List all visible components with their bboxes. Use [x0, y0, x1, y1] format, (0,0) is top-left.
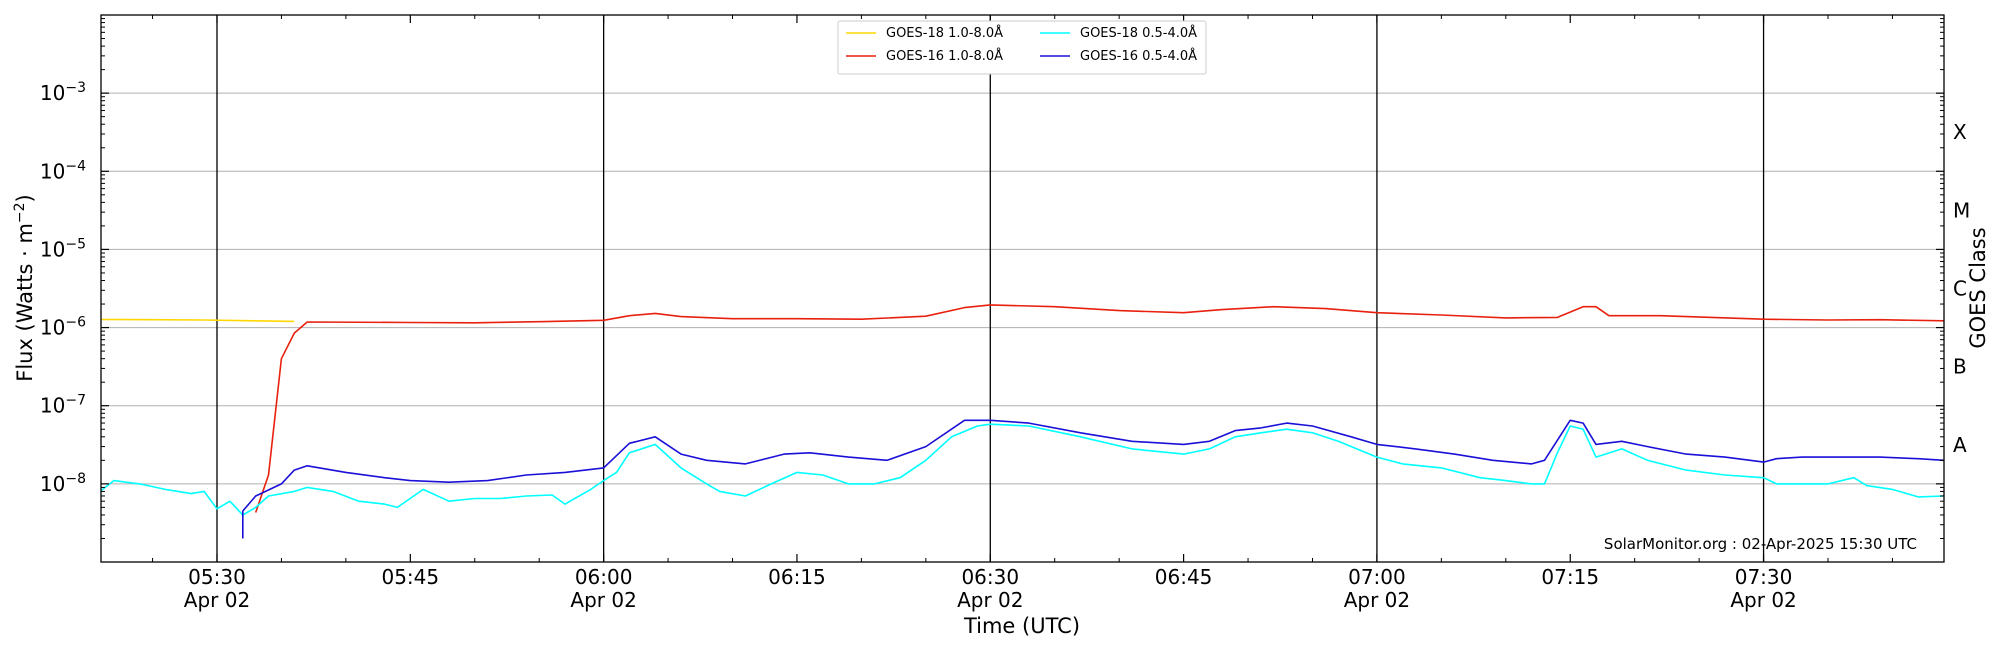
series-line	[242, 419, 1945, 539]
grid-lines	[101, 92, 1944, 485]
legend-label: GOES-18 1.0-8.0Å	[886, 25, 1003, 41]
x-tick-date: Apr 02	[184, 588, 250, 612]
goes-class-label: X	[1953, 120, 1967, 144]
legend-box	[837, 20, 1207, 75]
legend-label: GOES-16 1.0-8.0Å	[886, 48, 1003, 64]
x-tick-date: Apr 02	[957, 588, 1023, 612]
y-axis-title-exponent: −2	[12, 202, 28, 223]
series-line	[100, 318, 295, 323]
plot-frame	[100, 14, 1945, 563]
goes-class-label: A	[1953, 433, 1967, 457]
x-tick-label: 07:15	[1541, 565, 1599, 589]
x-tick-label: 07:00	[1348, 565, 1406, 589]
goes-class-label: M	[1953, 198, 1970, 222]
x-tick-date: Apr 02	[1344, 588, 1410, 612]
legend: GOES-18 1.0-8.0Å GOES-16 1.0-8.0Å GOES-18 …	[837, 20, 1207, 75]
y-tick-label: 10−4	[40, 158, 86, 183]
secondary-axis-title: GOES Class	[1966, 227, 1990, 348]
series-lines	[100, 304, 1945, 539]
x-tick-label: 07:30	[1735, 565, 1793, 589]
x-tick-label: 06:30	[961, 565, 1019, 589]
y-tick-label: 10−5	[40, 236, 86, 261]
y-tick-label: 10−8	[40, 471, 86, 496]
goes-class-label: B	[1953, 355, 1967, 379]
series-line	[100, 423, 1945, 516]
y-axis-ticks: 10−8 10−7 10−6 10−5 10−4 10−3	[40, 18, 1944, 539]
x-tick-label: 06:45	[1155, 565, 1213, 589]
series-line	[254, 304, 1945, 513]
x-tick-label: 06:00	[575, 565, 633, 589]
goes-class-label: C	[1953, 277, 1967, 301]
y-tick-label: 10−7	[40, 393, 86, 418]
legend-label: GOES-18 0.5-4.0Å	[1080, 25, 1197, 41]
x-tick-date: Apr 02	[1730, 588, 1796, 612]
y-tick-label: 10−3	[40, 80, 86, 105]
x-tick-label: 05:45	[381, 565, 439, 589]
x-tick-label: 05:30	[188, 565, 246, 589]
credit-text: SolarMonitor.org : 02-Apr-2025 15:30 UTC	[1604, 535, 1917, 553]
day-boundary-lines	[216, 15, 1765, 562]
goes-class-labels: A B C M X	[1953, 120, 1970, 457]
x-axis-title: Time (UTC)	[963, 614, 1080, 638]
x-tick-date: Apr 02	[570, 588, 636, 612]
x-tick-label: 06:15	[768, 565, 826, 589]
y-tick-label: 10−6	[40, 315, 86, 340]
y-axis-title: Flux (Watts · m−2)	[12, 194, 37, 382]
legend-label: GOES-16 0.5-4.0Å	[1080, 48, 1197, 64]
